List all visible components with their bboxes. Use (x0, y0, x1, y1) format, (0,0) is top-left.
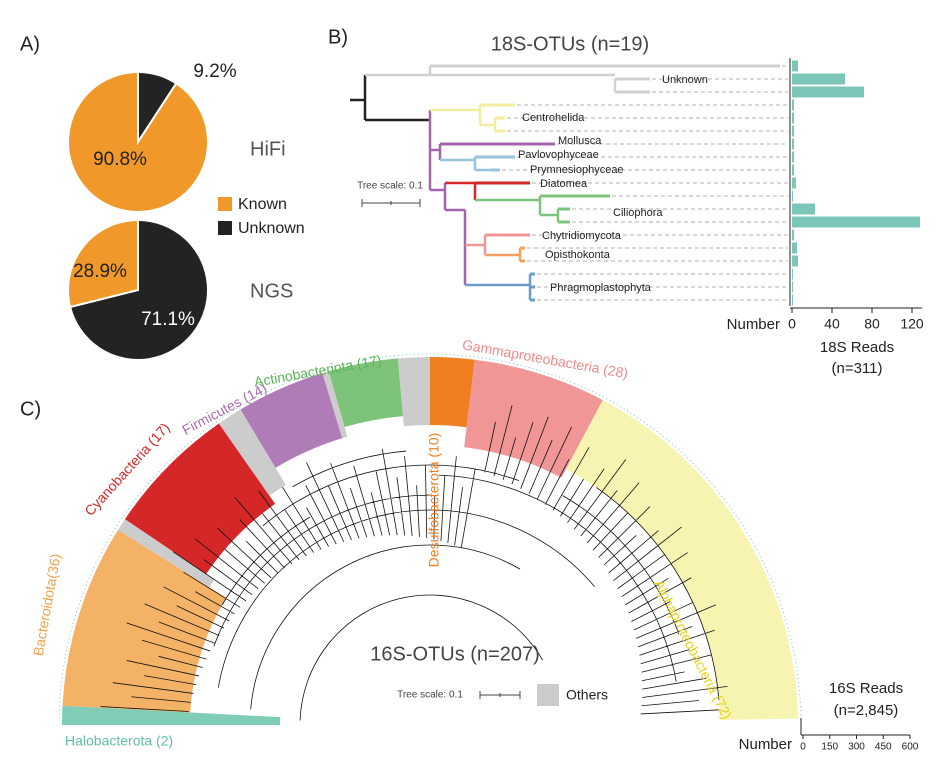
x-axis-title: 16S Reads (829, 680, 903, 697)
pie-value-label: 28.9% (73, 261, 127, 282)
pie-name: HiFi (250, 138, 286, 160)
x-tick-label: 600 (902, 742, 919, 753)
category-label: Chytridiomycota (542, 230, 622, 242)
category-label: Diatomea (540, 178, 588, 190)
clade-sector (124, 423, 276, 575)
tree-branches (100, 405, 728, 721)
x-axis-title: 18S Reads (820, 339, 894, 356)
x-tick-label: 0 (788, 316, 796, 332)
x-tick-label: 150 (821, 742, 838, 753)
bar (792, 60, 798, 72)
outer-ring (58, 353, 802, 719)
legend-swatch (537, 684, 559, 706)
clade-sector (566, 400, 798, 720)
pie-slice (68, 218, 209, 361)
bar (792, 268, 793, 280)
clade-sector (328, 358, 403, 428)
x-tick-label: 40 (824, 316, 840, 332)
others-sector (322, 371, 348, 439)
clade-sector (430, 357, 475, 428)
category-label: Unknown (662, 74, 708, 86)
x-tick-label: 120 (900, 316, 924, 332)
tree-scale-label: Tree scale: 0.1 (357, 181, 423, 192)
bar (792, 138, 794, 150)
legend-label: Unknown (238, 220, 305, 237)
x-tick-label: 0 (800, 742, 806, 753)
bar (792, 242, 797, 254)
clade-label: Bacteroidota(36) (30, 552, 64, 657)
x-axis-label: Number (727, 316, 780, 333)
x-axis-title: (n=2,845) (834, 702, 899, 719)
chart-title: 18S-OTUs (n=19) (491, 33, 649, 55)
bar (792, 281, 793, 293)
legend-swatch (218, 197, 232, 211)
x-tick-label: 80 (864, 316, 880, 332)
legend-label: Others (566, 687, 608, 703)
category-label: Ciliophora (613, 207, 663, 219)
category-label: Centrohelida (522, 112, 585, 124)
tree-scale-bar (361, 199, 421, 207)
bar (792, 229, 794, 241)
bar (792, 294, 793, 306)
clade-label: Halobacterota (2) (65, 733, 173, 749)
others-sector (397, 357, 430, 427)
bar (792, 112, 794, 124)
bar (792, 177, 796, 189)
panel-label: C) (20, 398, 41, 420)
others-sector (117, 519, 215, 588)
x-axis-title: (n=311) (831, 360, 882, 377)
panel-label: A) (20, 33, 40, 55)
x-tick-label: 450 (875, 742, 892, 753)
category-label: Phragmoplastophyta (550, 282, 652, 294)
pie-value-label: 71.1% (141, 309, 195, 330)
bar (792, 99, 794, 111)
bar (792, 86, 864, 98)
bar (792, 151, 794, 163)
others-sector (218, 409, 286, 496)
legend-swatch (218, 221, 232, 235)
category-label: Opisthokonta (545, 249, 611, 261)
clade-sector (62, 529, 227, 713)
bar (792, 255, 798, 267)
clade-sector (464, 359, 603, 478)
bar (792, 73, 845, 85)
bar (792, 190, 793, 202)
category-label: Prymnesiophyceae (530, 164, 624, 176)
pie-value-label: 90.8% (93, 149, 147, 170)
panel-label: B) (328, 26, 348, 48)
bar (792, 125, 794, 137)
pie-name: NGS (250, 280, 293, 302)
bar (792, 164, 794, 176)
legend-label: Known (238, 196, 287, 213)
tree-scale-label: Tree scale: 0.1 (397, 690, 463, 701)
chart-title: 16S-OTUs (n=207) (370, 643, 540, 665)
x-axis-label: Number (739, 736, 792, 753)
category-label: Mollusca (558, 135, 602, 147)
pie-slice (67, 70, 209, 213)
bar (792, 203, 815, 215)
clade-sector (240, 373, 343, 468)
clade-sector (62, 705, 281, 725)
clade-label: Desulfobacterota (10) (426, 433, 442, 568)
pie-value-label: 9.2% (193, 61, 236, 82)
category-label: Pavlovophyceae (518, 149, 599, 161)
tree-scale-bar (479, 691, 521, 699)
x-tick-label: 300 (848, 742, 865, 753)
pie-slice (67, 218, 139, 309)
bar (792, 216, 920, 228)
